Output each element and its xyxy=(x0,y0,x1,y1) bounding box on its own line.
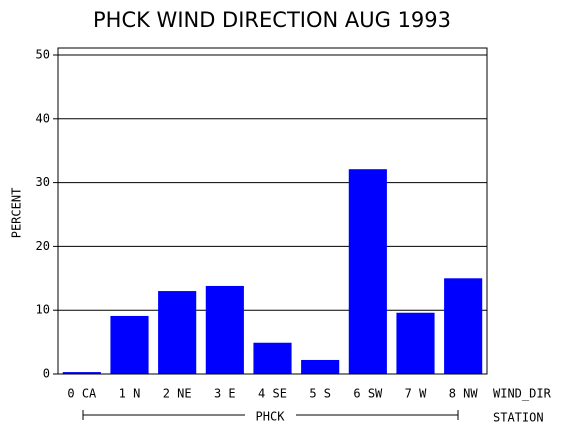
y-axis-label: PERCENT xyxy=(10,188,24,239)
bar xyxy=(301,359,340,374)
x-tick-label: 3 E xyxy=(214,387,236,401)
x-tick-label: 5 S xyxy=(309,387,331,401)
bar xyxy=(444,278,483,374)
x-tick-label: 6 SW xyxy=(353,387,383,401)
bar xyxy=(62,372,101,374)
bar xyxy=(158,291,197,374)
bar xyxy=(253,342,292,374)
bar xyxy=(110,315,149,374)
group-label: PHCK xyxy=(256,410,286,424)
y-tick-label: 0 xyxy=(43,367,50,381)
x-tick-label: 7 W xyxy=(405,387,427,401)
x-tick-label: 8 NW xyxy=(449,387,479,401)
y-tick-label: 40 xyxy=(36,111,50,125)
x-tick-label: 4 SE xyxy=(258,387,287,401)
chart-title: PHCK WIND DIRECTION AUG 1993 xyxy=(93,8,451,32)
y-tick-label: 30 xyxy=(36,175,50,189)
bar xyxy=(348,169,387,374)
x-tick-label: 1 N xyxy=(119,387,141,401)
group-axis-label: STATION xyxy=(493,411,544,425)
x-tick-label: 0 CA xyxy=(67,387,97,401)
x-axis-label: WIND_DIR xyxy=(493,387,552,401)
y-tick-label: 50 xyxy=(36,48,50,62)
bar xyxy=(396,312,435,374)
bar xyxy=(205,285,244,374)
y-tick-label: 20 xyxy=(36,239,50,253)
x-tick-label: 2 NE xyxy=(163,387,192,401)
plot-frame xyxy=(57,47,488,375)
y-tick-label: 10 xyxy=(36,303,50,317)
